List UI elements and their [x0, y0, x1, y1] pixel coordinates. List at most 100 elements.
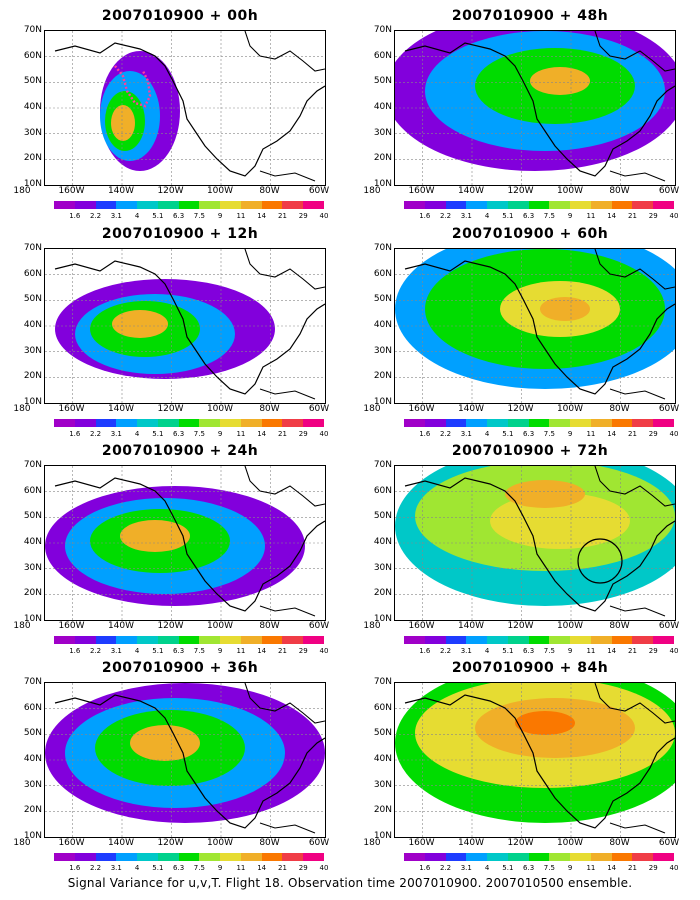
longitude-label: 140W — [457, 621, 485, 631]
longitude-label: 80W — [259, 838, 280, 848]
colorbar-label: 7.5 — [543, 647, 555, 655]
longitude-label: 100W — [556, 838, 584, 848]
longitude-label: 80W — [609, 404, 630, 414]
latitude-label: 40N — [23, 537, 42, 547]
colorbar-label: 40 — [319, 647, 329, 655]
longitude-label: 180 — [13, 404, 31, 414]
colorbar-swatch — [74, 419, 96, 427]
colorbar-label: 11 — [236, 430, 246, 438]
colorbar-swatch — [632, 853, 654, 861]
variance-contour — [490, 493, 630, 549]
longitude-label: 80W — [259, 621, 280, 631]
colorbar-label: 11 — [586, 212, 596, 220]
colorbar-label: 4 — [134, 647, 140, 655]
colorbar-label: 2.2 — [439, 647, 452, 655]
colorbar-label: 40 — [669, 430, 679, 438]
colorbar-swatch — [220, 636, 241, 644]
colorbar-swatch — [220, 201, 241, 209]
colorbar-label: 1.6 — [69, 864, 81, 872]
colorbar-label: 7.5 — [543, 430, 555, 438]
latitude-label: 30N — [373, 779, 392, 790]
longitude-label: 120W — [507, 404, 534, 414]
colorbar-swatch — [507, 201, 529, 209]
colorbar-label: 21 — [277, 430, 287, 438]
colorbar-label: 4 — [484, 647, 490, 655]
longitude-label: 180 — [13, 621, 31, 631]
map-area — [394, 30, 676, 186]
latitude-label: 70N — [23, 25, 42, 35]
colorbar — [54, 636, 324, 644]
panel-title: 2007010900 + 36h — [101, 660, 259, 676]
colorbar-swatch — [466, 419, 488, 427]
latitude-label: 50N — [23, 294, 42, 305]
colorbar-label: 21 — [627, 430, 637, 438]
colorbar-swatch — [611, 853, 633, 861]
colorbar-swatch — [549, 636, 571, 644]
latitude-label: 60N — [373, 485, 392, 496]
colorbar-swatch — [487, 853, 508, 861]
colorbar-label: 11 — [586, 647, 596, 655]
colorbar-swatch — [95, 201, 117, 209]
colorbar-label: 6.3 — [173, 212, 185, 220]
latitude-label: 10N — [373, 614, 392, 624]
colorbar-swatch — [528, 636, 550, 644]
colorbar — [404, 853, 674, 861]
longitude-label: 120W — [157, 186, 184, 196]
colorbar-label: 29 — [648, 430, 658, 438]
colorbar-label: 11 — [236, 647, 246, 655]
panel-title: 2007010900 + 60h — [451, 226, 609, 242]
colorbar-swatch — [528, 853, 550, 861]
latitude-label: 70N — [23, 677, 42, 687]
colorbar-label: 29 — [298, 212, 308, 220]
longitude-label: 100W — [206, 404, 234, 414]
longitude-label: 180 — [13, 838, 31, 848]
colorbar-swatch — [240, 853, 262, 861]
colorbar-swatch — [95, 636, 117, 644]
longitude-label: 100W — [206, 186, 234, 196]
colorbar-swatch — [487, 201, 508, 209]
colorbar-label: 9 — [217, 864, 223, 872]
latitude-label: 20N — [23, 588, 42, 599]
colorbar-swatch — [303, 636, 324, 644]
colorbar-label: 7.5 — [543, 212, 555, 220]
colorbar-swatch — [549, 419, 571, 427]
longitude-label: 180 — [363, 838, 381, 848]
colorbar-swatch — [240, 419, 262, 427]
map-area — [394, 248, 676, 404]
colorbar-label: 21 — [627, 864, 637, 872]
longitude-label: 80W — [609, 621, 630, 631]
longitude-label: 60W — [658, 838, 680, 848]
longitude-label: 180 — [363, 404, 381, 414]
colorbar-swatch — [282, 201, 304, 209]
longitude-label: 120W — [157, 404, 184, 414]
map-panel: 2007010900 + 00h 70N 60N 50N 40N 30N 20N 10N 180… — [10, 8, 350, 224]
longitude-label: 100W — [556, 404, 584, 414]
colorbar-label: 1.6 — [419, 430, 431, 438]
panel-title: 2007010900 + 48h — [451, 8, 609, 24]
colorbar-swatch — [220, 419, 241, 427]
colorbar-swatch — [199, 853, 221, 861]
longitude-label: 80W — [259, 186, 280, 196]
colorbar-label: 40 — [319, 430, 329, 438]
colorbar-swatch — [632, 419, 654, 427]
longitude-label: 160W — [408, 621, 435, 631]
colorbar-swatch — [261, 419, 283, 427]
colorbar-label: 9 — [217, 430, 223, 438]
colorbar-swatch — [157, 201, 179, 209]
colorbar-swatch — [590, 201, 612, 209]
map-area — [44, 30, 326, 186]
colorbar-swatch — [507, 853, 529, 861]
target-circle — [577, 538, 623, 584]
colorbar-swatch — [157, 419, 179, 427]
colorbar-label: 9 — [567, 430, 573, 438]
colorbar-label: 6.3 — [173, 864, 185, 872]
colorbar-label: 40 — [319, 212, 329, 220]
colorbar-label: 40 — [669, 864, 679, 872]
colorbar-label: 6.3 — [173, 430, 185, 438]
colorbar-swatch — [116, 201, 138, 209]
colorbar-label: 29 — [648, 864, 658, 872]
colorbar-swatch — [282, 853, 304, 861]
figure-caption: Signal Variance for u,v,T. Flight 18. Ob… — [67, 876, 633, 890]
colorbar-label: 14 — [257, 212, 267, 220]
map-area — [394, 682, 676, 838]
